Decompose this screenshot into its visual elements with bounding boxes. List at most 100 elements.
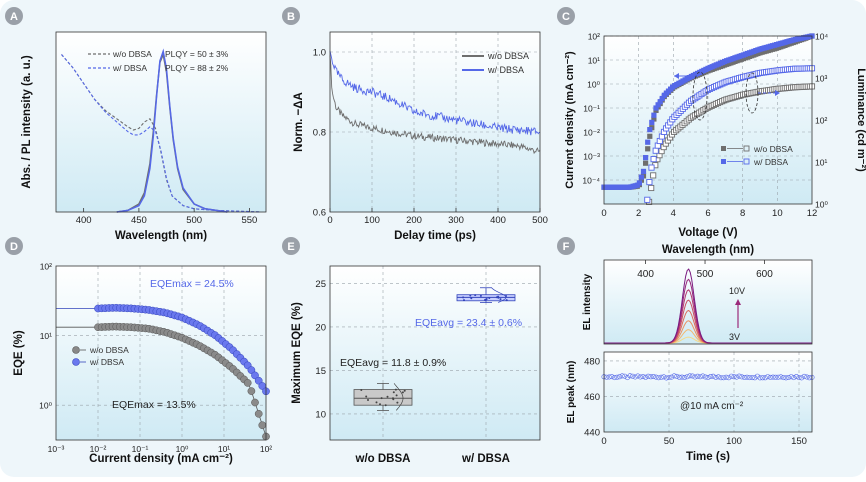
legend-marker-blue — [72, 358, 80, 366]
panel-f-el-peak-point — [775, 374, 781, 380]
panel-f-el-peak-point — [741, 374, 747, 380]
panel-f-bottom-ylabel: EL peak (nm) — [566, 361, 577, 424]
panel-d-xlabel: Current density (mA cm⁻²) — [89, 453, 233, 465]
panel-f-el-peak-point — [739, 374, 745, 380]
panel-c-x-tick-label: 6 — [705, 208, 710, 219]
panel-e-category-wo: w/o DBSA — [355, 453, 411, 465]
panel-d-x-tick-label: 10⁻³ — [48, 444, 65, 454]
panel-f-el-peak-point — [804, 374, 810, 380]
panel-f-el-peak-point — [682, 374, 688, 380]
panel-e-y-tick-label: 20 — [315, 322, 326, 333]
panel-f-bottom-plot-area — [604, 352, 812, 432]
panel-a-x-tick-label: 450 — [131, 215, 147, 226]
panel-f-el-peak-point — [754, 373, 760, 379]
panel-badge-d — [5, 237, 23, 255]
panel-c-data-point — [643, 160, 649, 166]
panel-e-data-point — [474, 294, 477, 297]
panel-d-data-point — [247, 366, 256, 374]
panel-f-el-peak-point — [661, 374, 667, 380]
legend-label-wo: w/o DBSA — [487, 51, 529, 61]
panel-c-data-point — [645, 139, 651, 145]
panel-f-el-peak-point — [780, 375, 786, 381]
panel-letter-e: E — [287, 241, 294, 253]
panel-f-el-peak-point — [783, 375, 789, 381]
panel-f-top-tick-label: 400 — [637, 269, 654, 280]
panel-a-x-ticks: 400 450 500 550 — [76, 208, 257, 226]
panel-c-y-right-tick-label: 10⁰ — [815, 200, 828, 210]
panel-b-grid — [330, 32, 540, 212]
panel-f-el-peak-point — [653, 374, 659, 380]
panel-f-el-peak-point — [778, 374, 784, 380]
panel-f-el-peak-point — [749, 375, 755, 381]
panel-badges: A B C D E F — [5, 7, 575, 255]
panel-f-el-peak-point — [611, 375, 617, 381]
panel-f-el-peak-point — [676, 374, 682, 380]
panel-e-box — [353, 389, 413, 406]
panel-e-y-tick-label: 10 — [315, 409, 326, 420]
legend-label-wo: w/o DBSA — [753, 144, 793, 154]
panel-e-data-point — [469, 294, 472, 297]
arrow-right-icon — [775, 90, 780, 96]
panel-d-data-point — [254, 409, 263, 418]
panel-f-el-peak-point — [640, 374, 646, 380]
panel-a-series — [61, 48, 261, 213]
panel-e-data-point — [365, 395, 368, 398]
panel-f-el-peak-point — [609, 374, 615, 380]
legend-plqy-w: PLQY = 88 ± 2% — [165, 63, 229, 73]
legend-marker-gray-open — [743, 145, 750, 152]
panel-c-y-right-tick-label: 10³ — [815, 74, 827, 84]
panel-e-data-point — [394, 388, 397, 391]
panel-f-el-peak-point — [734, 374, 740, 380]
panel-e-data-point — [384, 404, 387, 407]
panel-f-el-peak-point — [648, 374, 654, 380]
panel-f: 400 500 600 Wavelength (nm) EL intensity 1… — [566, 244, 815, 463]
panel-b-x-tick-label: 0 — [327, 215, 332, 226]
panel-e: 10 15 20 25 Maximum EQE (%) w/o DBSA w/ DBS… — [291, 265, 541, 465]
panel-c-y-tick-label: 10⁰ — [587, 80, 600, 90]
panel-f-bottom-x-tick-label: 0 — [601, 436, 606, 447]
panel-f-el-peak-point — [770, 374, 776, 380]
panel-e-data-point — [484, 298, 487, 301]
legend-label-w: w/ DBSA — [112, 63, 147, 73]
panel-f-el-spectrum-line — [604, 268, 812, 344]
panel-f-el-peak-point — [687, 373, 693, 379]
panel-a-legend: w/o DBSA PLQY = 50 ± 3% w/ DBSA PLQY = 8… — [88, 49, 229, 73]
panel-e-y-tick-label: 25 — [315, 279, 326, 290]
panel-c-x-tick-label: 0 — [601, 208, 606, 219]
panel-e-data-point — [497, 296, 500, 299]
panel-a-xlabel: Wavelength (nm) — [115, 230, 207, 242]
panel-e-data-point — [386, 395, 389, 398]
panel-badge-a — [5, 7, 23, 25]
panel-c-y-right-tick-label: 10² — [815, 116, 827, 126]
panel-e-distribution-curve — [491, 287, 507, 303]
panel-e-ticks: 10 15 20 25 — [315, 279, 326, 421]
panel-c-data-point — [652, 147, 659, 154]
panel-e-data-point — [505, 299, 508, 302]
panel-b-x-tick-label: 300 — [448, 215, 464, 226]
panel-f-el-peak-point — [721, 375, 727, 381]
panel-f-bottom-xlabel: Time (s) — [686, 451, 730, 463]
panel-c-data-point — [647, 127, 653, 133]
panel-b-ticks: 0 100 200 300 400 500 0.6 0.8 1.0 — [313, 48, 548, 227]
panel-f-el-peak-point — [796, 375, 802, 381]
panel-badge-b — [282, 7, 300, 25]
panel-d: 10⁻³ 10⁻² 10⁻¹ 10⁰ 10¹ 10² 10² 10¹ 10⁰ Current d… — [13, 262, 272, 466]
legend-label-w: w/ DBSA — [753, 157, 788, 167]
panel-f-el-peak-point — [645, 373, 651, 379]
panel-d-data-point — [258, 421, 267, 430]
panel-c-data-point — [647, 133, 653, 139]
panel-c-data-point — [648, 184, 655, 192]
panel-d-ylabel: EQE (%) — [13, 330, 25, 376]
panel-f-el-peak-point — [669, 374, 675, 380]
panel-f-el-peak-point — [786, 374, 792, 380]
panel-a-ylabel: Abs. / PL intensity (a. u.) — [21, 55, 33, 189]
panel-f-el-peak-point — [736, 373, 742, 379]
legend-marker-blue-filled — [721, 159, 726, 164]
panel-d-legend: w/o DBSA w/ DBSA — [72, 345, 129, 367]
panel-c-y-tick-label: 10² — [588, 32, 600, 42]
panel-e-data-point — [379, 403, 381, 406]
panel-letter-f: F — [563, 241, 570, 253]
panel-f-el-peak-point — [744, 374, 750, 380]
panel-e-data-point — [463, 299, 465, 302]
panel-b-x-tick-label: 200 — [406, 215, 422, 226]
